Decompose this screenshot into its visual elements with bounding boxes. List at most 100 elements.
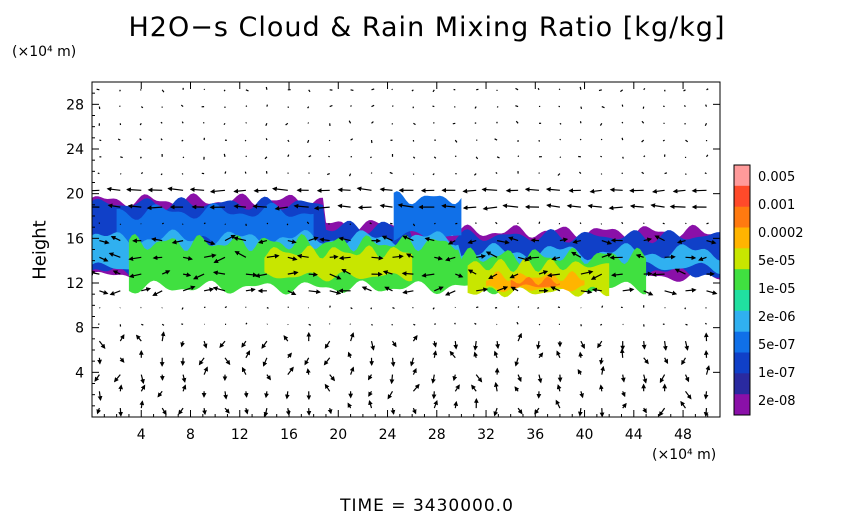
- wind-vector: [245, 272, 258, 278]
- y-tick-label: 28: [66, 97, 84, 113]
- wind-vector: [371, 104, 375, 108]
- wind-vector: [348, 120, 352, 124]
- wind-vector: [684, 374, 690, 383]
- wind-vector: [601, 305, 604, 308]
- wind-vector: [663, 357, 669, 365]
- wind-vector: [704, 322, 707, 325]
- wind-vector: [341, 269, 351, 275]
- wind-vector: [650, 203, 665, 209]
- wind-vector: [140, 172, 144, 175]
- wind-vector: [181, 384, 187, 392]
- wind-vector: [349, 223, 352, 226]
- cloud-contour-0.001: [510, 276, 560, 289]
- wind-vector: [203, 253, 217, 259]
- wind-vector: [96, 407, 102, 415]
- wind-vector: [434, 222, 436, 225]
- wind-vector: [391, 340, 397, 348]
- colorbar-label: 1e-05: [758, 282, 796, 297]
- wind-vector: [181, 139, 184, 142]
- wind-vector: [160, 121, 163, 124]
- cloud-contour-upper: [393, 191, 462, 241]
- wind-vector: [496, 106, 499, 108]
- wind-vector: [589, 188, 602, 194]
- wind-vector: [454, 384, 460, 392]
- wind-vector: [326, 173, 330, 176]
- wind-vector: [413, 323, 416, 326]
- wind-vector: [676, 239, 686, 244]
- wind-vector: [684, 122, 686, 125]
- wind-vector: [599, 357, 604, 365]
- wind-vector: [559, 156, 562, 159]
- wind-vector: [349, 366, 355, 375]
- wind-vector: [413, 122, 416, 126]
- wind-vector: [329, 273, 342, 280]
- wind-vector: [658, 407, 666, 417]
- wind-vector: [515, 120, 519, 124]
- wind-vector: [140, 374, 145, 385]
- wind-vector: [392, 254, 404, 259]
- wind-vector: [481, 187, 498, 193]
- wind-vector: [109, 290, 121, 296]
- time-label: TIME = 3430000.0: [340, 496, 514, 516]
- wind-vector: [432, 173, 435, 176]
- wind-vector: [265, 123, 268, 127]
- wind-vector: [680, 400, 686, 409]
- wind-vector: [390, 407, 396, 415]
- wind-vector: [110, 235, 121, 242]
- wind-vector: [600, 155, 603, 158]
- wind-vector: [313, 205, 330, 211]
- wind-vector: [361, 286, 372, 292]
- wind-vector: [146, 205, 163, 211]
- wind-vector: [223, 391, 228, 400]
- wind-vector: [572, 239, 582, 244]
- wind-vector: [704, 123, 708, 127]
- wind-vector: [685, 139, 689, 143]
- wind-vector: [577, 369, 583, 375]
- wind-vector: [411, 407, 417, 415]
- wind-vector: [621, 172, 624, 175]
- wind-vector: [515, 105, 519, 108]
- wind-vector: [161, 270, 171, 275]
- wind-vector: [684, 307, 687, 310]
- x-tick-label: 24: [379, 427, 397, 443]
- wind-vector: [621, 137, 624, 141]
- wind-vector: [703, 391, 709, 400]
- wind-vector: [641, 120, 645, 124]
- wind-vector: [368, 399, 373, 409]
- wind-vector: [308, 323, 312, 326]
- wind-vector: [476, 254, 487, 259]
- wind-vector: [286, 223, 289, 226]
- wind-vector: [285, 122, 289, 126]
- wind-vector: [128, 256, 142, 261]
- wind-vector: [202, 121, 205, 124]
- wind-vector: [599, 122, 603, 126]
- wind-vector: [135, 334, 142, 342]
- wind-vector: [432, 307, 435, 310]
- wind-vector: [241, 340, 247, 348]
- cloud-field: [92, 191, 720, 298]
- wind-vector: [329, 254, 339, 260]
- wind-vector: [397, 203, 414, 208]
- x-tick-label: 4: [137, 427, 146, 443]
- wind-vector: [685, 222, 687, 225]
- wind-vector: [516, 321, 519, 325]
- wind-vector: [669, 204, 686, 210]
- wind-vector: [580, 340, 585, 349]
- wind-vector: [139, 122, 142, 126]
- wind-vector: [119, 357, 125, 363]
- wind-vector: [245, 105, 248, 108]
- wind-vector: [462, 188, 477, 194]
- colorbar-swatch: [734, 331, 750, 353]
- colorbar-swatch: [734, 373, 750, 395]
- wind-vector: [622, 287, 635, 293]
- wind-vector: [329, 374, 336, 382]
- wind-vector: [654, 235, 665, 242]
- wind-vector: [245, 350, 251, 359]
- wind-vector: [287, 239, 297, 244]
- wind-vector: [97, 357, 102, 365]
- wind-vector: [643, 290, 654, 296]
- wind-vector: [705, 365, 711, 375]
- wind-vector: [139, 400, 145, 409]
- wind-vector: [266, 307, 269, 309]
- wind-vector: [445, 290, 456, 296]
